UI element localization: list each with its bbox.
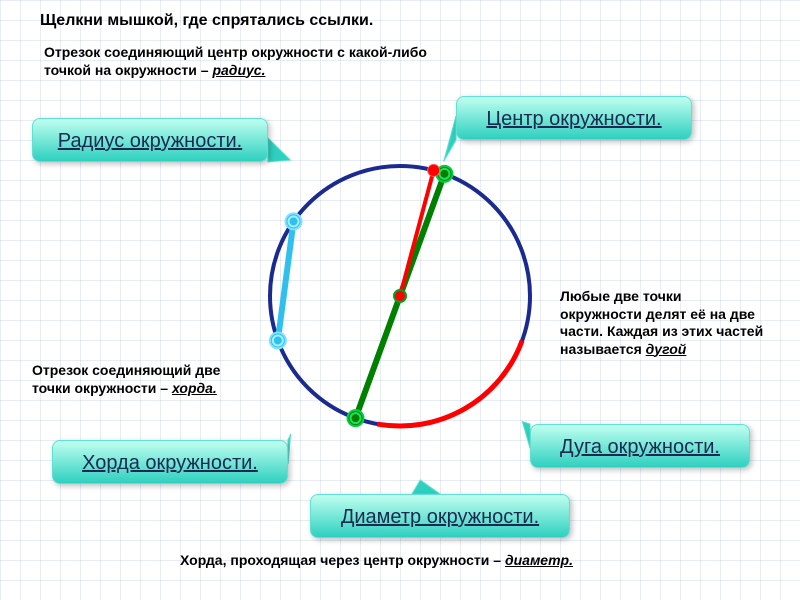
diameter-bubble[interactable]: Диаметр окружности.	[310, 494, 570, 538]
